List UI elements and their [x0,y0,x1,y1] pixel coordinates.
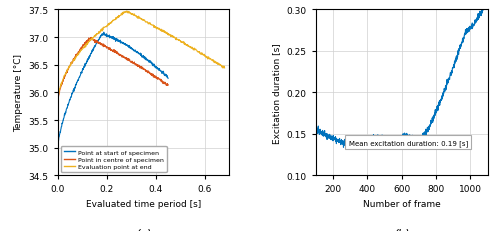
Text: (a): (a) [135,228,152,231]
X-axis label: Number of frame: Number of frame [362,199,440,208]
Y-axis label: Temperature [°C]: Temperature [°C] [14,54,23,132]
Legend: Point at start of specimen, Point in centre of specimen, Evaluation point at end: Point at start of specimen, Point in cen… [60,146,166,173]
X-axis label: Evaluated time period [s]: Evaluated time period [s] [86,199,201,208]
Text: Mean excitation duration: 0.19 [s]: Mean excitation duration: 0.19 [s] [349,139,468,146]
Y-axis label: Excitation duration [s]: Excitation duration [s] [272,43,281,143]
Text: (b): (b) [393,228,410,231]
